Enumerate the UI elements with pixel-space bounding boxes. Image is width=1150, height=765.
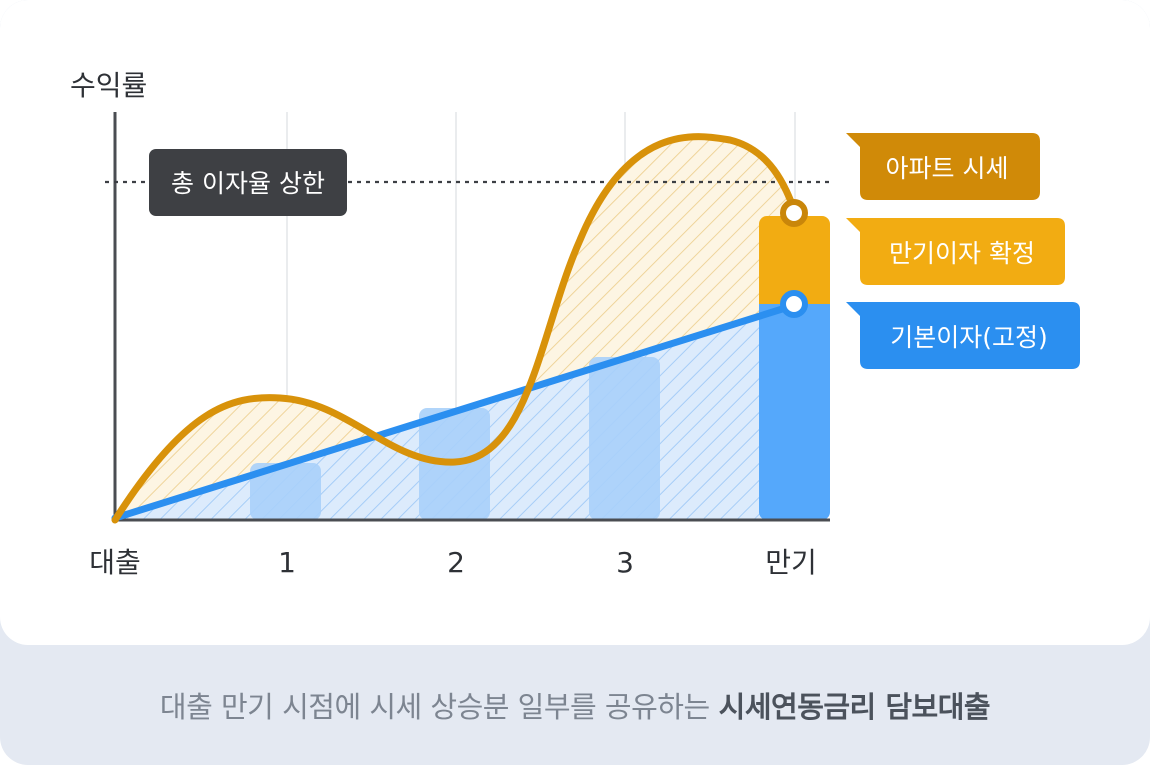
cap-label-box — [149, 149, 347, 216]
legend-bonus: 만기이자 확정 — [846, 218, 1065, 285]
x-tick-3: 3 — [616, 546, 634, 579]
x-tick-1: 1 — [278, 546, 296, 579]
legend-bonus-tag — [846, 218, 1065, 285]
legend-base-label: 기본이자(고정) — [890, 323, 1048, 352]
chart-svg: 총 이자율 상한 수익률 대출 1 2 3 만기 아파트 시세 만기이자 확정 — [70, 69, 1080, 579]
legend-price-tag — [846, 133, 1040, 200]
base-end-marker — [780, 290, 808, 318]
legend-price-label: 아파트 시세 — [886, 154, 1009, 183]
x-tick-0: 대출 — [89, 546, 141, 579]
bar-3 — [589, 357, 660, 520]
caption-bold: 시세연동금리 담보대출 — [718, 690, 991, 724]
x-tick-2: 2 — [447, 546, 465, 579]
bars — [250, 216, 830, 520]
legend-base: 기본이자(고정) — [846, 302, 1080, 369]
bar-final-bonus — [759, 216, 830, 316]
y-axis-label: 수익률 — [70, 69, 147, 102]
cap-label: 총 이자율 상한 — [149, 149, 347, 216]
price-curve — [111, 133, 799, 524]
bar-1 — [250, 463, 321, 520]
legend-bonus-label: 만기이자 확정 — [889, 239, 1035, 268]
bar-final-base — [759, 304, 830, 520]
chart-card: 총 이자율 상한 수익률 대출 1 2 3 만기 아파트 시세 만기이자 확정 — [0, 0, 1150, 645]
legend-price: 아파트 시세 — [846, 133, 1040, 200]
caption: 대출 만기 시점에 시세 상승분 일부를 공유하는 시세연동금리 담보대출 — [0, 645, 1150, 765]
price-end-marker — [780, 199, 808, 227]
base-interest-line — [111, 301, 799, 522]
caption-normal: 대출 만기 시점에 시세 상승분 일부를 공유하는 — [159, 690, 710, 724]
cap-label-text: 총 이자율 상한 — [171, 169, 325, 198]
x-tick-labels: 대출 1 2 3 만기 — [89, 546, 817, 579]
legend-base-tag — [846, 302, 1080, 369]
x-tick-4: 만기 — [765, 546, 817, 579]
